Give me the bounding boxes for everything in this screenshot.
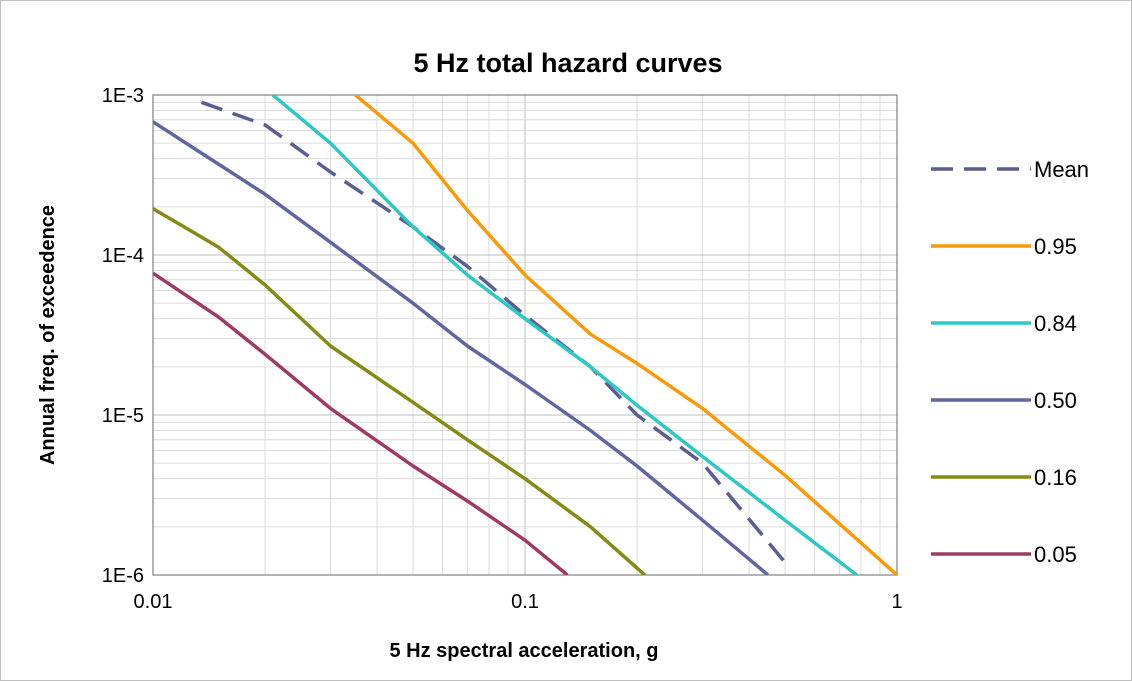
y-tick-label: 1E-3	[102, 85, 144, 107]
series-line-1	[354, 95, 897, 575]
series-line-5	[153, 271, 569, 575]
y-tick-label: 1E-5	[102, 405, 144, 427]
series-line-4	[153, 207, 647, 575]
y-tick-label: 1E-4	[102, 245, 144, 267]
legend-label-4: 0.16	[1034, 465, 1077, 490]
x-tick-label: 1	[891, 591, 902, 613]
legend-label-3: 0.50	[1034, 388, 1077, 413]
chart-title: 5 Hz total hazard curves	[413, 48, 722, 78]
series-line-2	[271, 95, 858, 575]
x-axis-title: 5 Hz spectral acceleration, g	[389, 640, 658, 662]
legend-label-0: Mean	[1034, 157, 1089, 182]
legend: Mean 0.95 0.84 0.50 0.16 0.05	[931, 157, 1089, 567]
legend-label-2: 0.84	[1034, 311, 1077, 336]
y-axis-title: Annual freq. of exceedence	[37, 205, 59, 465]
series-group	[153, 95, 897, 575]
series-line-3	[153, 120, 770, 575]
series-line-0	[200, 100, 787, 564]
plot-area	[152, 94, 898, 576]
tick-labels: 0.01 0.1 1 1E-6 1E-5 1E-4 1E-3	[102, 85, 903, 613]
x-tick-label: 0.01	[134, 591, 173, 613]
y-tick-label: 1E-6	[102, 565, 144, 587]
legend-label-1: 0.95	[1034, 234, 1077, 259]
grid	[152, 95, 897, 576]
legend-label-5: 0.05	[1034, 542, 1077, 567]
x-tick-label: 0.1	[511, 591, 539, 613]
